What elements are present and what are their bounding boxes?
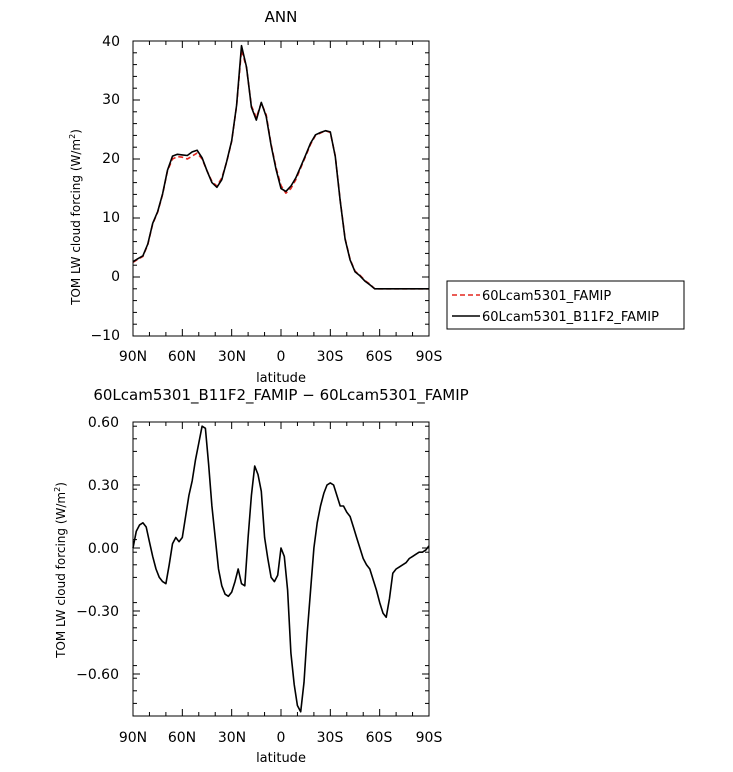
- top-xtick-label: 30S: [317, 349, 344, 365]
- bottom-xtick-label: 60S: [366, 730, 393, 746]
- top-ytick-label: 20: [102, 151, 120, 167]
- bottom-ytick-label: 0.00: [88, 541, 119, 557]
- bottom-xlabel: latitude: [256, 751, 306, 766]
- bottom-ylabel: TOM LW cloud forcing (W/m2): [53, 482, 68, 659]
- bottom-ylabel-main: TOM LW cloud forcing (W/m: [54, 492, 68, 659]
- legend: 60Lcam5301_FAMIP 60Lcam5301_B11F2_FAMIP: [446, 280, 685, 330]
- legend-label-b11f2: 60Lcam5301_B11F2_FAMIP: [482, 310, 659, 325]
- bottom-ytick-label: 0.60: [88, 415, 119, 431]
- top-ylabel-close: ): [69, 129, 83, 134]
- bottom-title: 60Lcam5301_B11F2_FAMIP − 60Lcam5301_FAMI…: [93, 386, 468, 405]
- top-xtick-label: 30N: [218, 349, 246, 365]
- bottom-xtick-label: 30N: [218, 730, 246, 746]
- bottom-xtick-label: 30S: [317, 730, 344, 746]
- bottom-xtick-label: 90N: [119, 730, 147, 746]
- top-xtick-label: 0: [277, 349, 286, 365]
- top-ytick-label: 30: [102, 92, 120, 108]
- top-plot-frame: [132, 40, 430, 337]
- bottom-plot-frame: [132, 421, 430, 717]
- bottom-ylabel-sup: 2: [53, 487, 62, 492]
- bottom-ytick-label: 0.30: [88, 478, 119, 494]
- bottom-ytick-label: −0.30: [76, 604, 119, 620]
- top-ytick-label: 40: [102, 34, 120, 50]
- top-xlabel: latitude: [256, 371, 306, 386]
- bottom-xtick-label: 60N: [168, 730, 196, 746]
- top-ylabel: TOM LW cloud forcing (W/m2): [68, 129, 83, 306]
- bottom-ylabel-close: ): [54, 482, 68, 487]
- top-ytick-label: −10: [90, 328, 120, 344]
- top-ylabel-main: TOM LW cloud forcing (W/m: [69, 139, 83, 306]
- top-ylabel-sup: 2: [68, 134, 77, 139]
- bottom-panel: 60Lcam5301_B11F2_FAMIP − 60Lcam5301_FAMI…: [53, 386, 469, 766]
- legend-box: [446, 280, 685, 330]
- top-xtick-label: 60S: [366, 349, 393, 365]
- top-xtick-label: 90N: [119, 349, 147, 365]
- top-xtick-label: 60N: [168, 349, 196, 365]
- top-panel: ANN TOM LW cloud forcing (W/m2) −10 0 10…: [68, 8, 442, 386]
- bottom-xtick-label: 0: [277, 730, 286, 746]
- series-line-60lcam5301-famip: [132, 49, 429, 290]
- bottom-xtick-label: 90S: [416, 730, 443, 746]
- series-line-60lcam5301-b11f2-famip: [132, 44, 429, 290]
- legend-label-famip: 60Lcam5301_FAMIP: [482, 289, 611, 304]
- top-ytick-label: 10: [102, 210, 120, 226]
- top-xtick-label: 90S: [416, 349, 443, 365]
- series-line-1-0: [132, 425, 430, 713]
- bottom-ytick-label: −0.60: [76, 667, 119, 683]
- top-ytick-label: 0: [111, 269, 120, 285]
- top-title: ANN: [265, 8, 298, 26]
